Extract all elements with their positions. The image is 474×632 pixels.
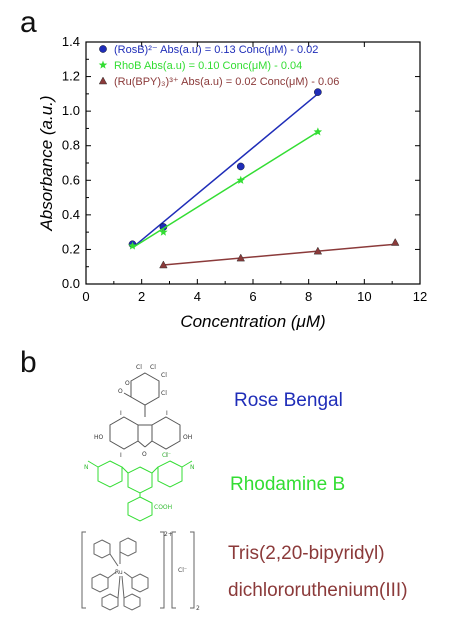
- rb-atom-i3: I: [120, 452, 122, 459]
- rose-bengal-name: Rose Bengal: [234, 390, 343, 411]
- y-tick-label: 0.2: [62, 241, 80, 256]
- rhob-legend-marker: [98, 60, 108, 69]
- absorbance-chart: 0 2 4 6 8 10 12 0.0 0.2 0.4 0.6 0.8 1.0 1.2 1.4 Concent…: [37, 34, 427, 331]
- rosb-legend-label: (RosB)²⁻ Abs(a.u) = 0.13 Conc(μM) - 0.02: [114, 44, 318, 56]
- ru-bpy-name-line2: dichlororuthenium(III): [228, 580, 408, 601]
- ru-charge: 2+: [164, 531, 173, 538]
- rb-atom-cl1: Cl: [136, 364, 142, 371]
- rhob-legend-label: RhoB Abs(a.u) = 0.10 Conc(μM) - 0.04: [114, 60, 302, 72]
- rb-atom-oh: OH: [183, 434, 192, 441]
- ru-subscript: 2: [196, 605, 200, 612]
- rosb-fit-line: [132, 93, 319, 249]
- rb-atom-o3: O: [142, 451, 147, 458]
- panel-a-label: a: [20, 6, 37, 39]
- x-tick-label: 8: [305, 289, 312, 304]
- ru-point: [159, 260, 168, 269]
- rb-atom-cl4: Cl: [150, 364, 156, 371]
- rhob-fit-line: [132, 131, 319, 249]
- y-tick-label: 0.6: [62, 172, 80, 187]
- y-tick-label: 0.0: [62, 276, 80, 291]
- ru-legend-label: (Ru(BPY)₃)³⁺ Abs(a.u) = 0.02 Conc(μM) - …: [114, 76, 339, 88]
- y-axis-label: Absorbance (a.u.): [37, 95, 56, 231]
- rosb-legend-marker: [99, 45, 107, 53]
- rb-atom-i2: I: [166, 410, 168, 417]
- ru-atom-cl: Cl⁻: [178, 567, 187, 574]
- x-tick-label: 10: [357, 289, 371, 304]
- rb-atom-i1: I: [120, 410, 122, 417]
- ru-atom-ru: Ru: [115, 569, 123, 576]
- rh-atom-cooh: COOH: [154, 504, 172, 511]
- ru-fit-line: [163, 243, 396, 266]
- x-tick-label: 2: [138, 289, 145, 304]
- rb-atom-i4: I: [166, 452, 168, 459]
- rhodamine-b-structure: N N Cl⁻ COOH: [84, 452, 195, 522]
- rosb-point: [314, 88, 322, 96]
- ru-point: [236, 253, 245, 262]
- ru-legend-marker: [98, 76, 108, 85]
- rhob-point: [313, 127, 323, 136]
- rb-atom-ho: HO: [94, 434, 104, 441]
- x-tick-label: 12: [413, 289, 427, 304]
- y-tick-label: 1.0: [62, 103, 80, 118]
- rb-atom-o2: O: [125, 380, 130, 387]
- ru-point: [313, 246, 323, 255]
- x-tick-label: 0: [82, 289, 89, 304]
- panel-b-label: b: [20, 346, 37, 379]
- x-axis-label: Concentration (μM): [180, 312, 325, 331]
- rh-atom-n1: N: [84, 464, 89, 471]
- rhodamine-b-name: Rhodamine B: [230, 474, 346, 495]
- rosb-point: [236, 162, 245, 171]
- rhob-point: [236, 175, 245, 184]
- rb-atom-cl3: Cl: [161, 390, 167, 397]
- rose-bengal-structure: Cl Cl Cl Cl O O I I HO OH I I O: [94, 364, 192, 459]
- rh-atom-n2: N: [190, 464, 195, 471]
- ru-bpy-name-line1: Tris(2,20-bipyridyl): [228, 543, 385, 564]
- rb-atom-cl2: Cl: [161, 372, 167, 379]
- rh-atom-cl: Cl⁻: [162, 452, 171, 459]
- y-tick-label: 0.8: [62, 138, 80, 153]
- ru-point: [391, 237, 400, 246]
- rb-atom-o1: O: [118, 388, 123, 395]
- y-tick-label: 1.2: [62, 69, 80, 84]
- rhob-point: [128, 241, 137, 250]
- y-tick-label: 0.4: [62, 207, 80, 222]
- rhob-point: [159, 227, 168, 236]
- x-tick-label: 6: [249, 289, 256, 304]
- ru-bpy-structure: Ru 2+ Cl⁻ 2: [81, 531, 200, 612]
- x-tick-label: 4: [194, 289, 201, 304]
- y-tick-label: 1.4: [62, 34, 80, 49]
